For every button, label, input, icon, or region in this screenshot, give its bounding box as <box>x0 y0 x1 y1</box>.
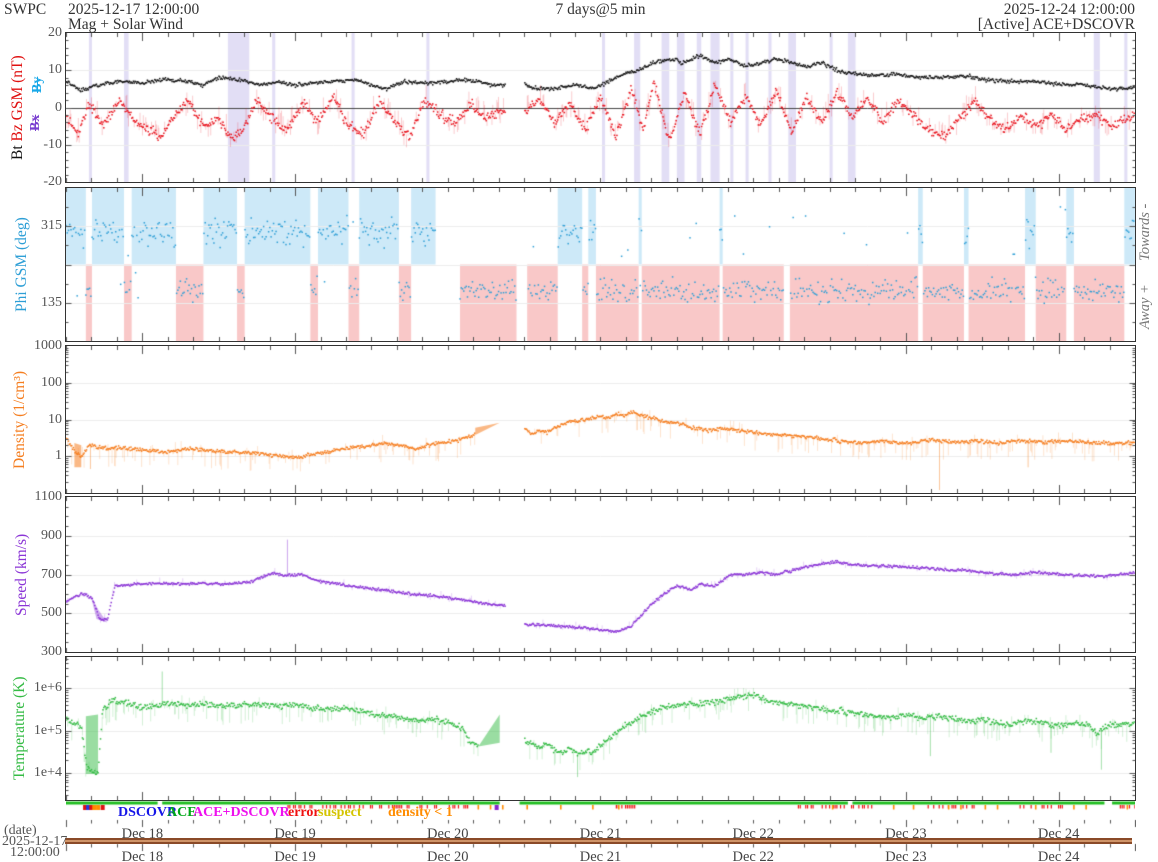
mag-field-panel <box>65 32 1136 183</box>
date-label-row1: Dec 23 <box>885 826 927 842</box>
date-label-row2: Dec 21 <box>579 849 622 862</box>
y-tick-label: 1 <box>55 448 62 464</box>
plot-title: Mag + Solar Wind <box>68 16 184 33</box>
mag-field-chart <box>66 33 1135 182</box>
y-tick-label: 900 <box>41 527 62 543</box>
cadence-label: 7 days@5 min <box>555 1 646 18</box>
temperature-panel <box>65 656 1136 801</box>
y-tick-label: 500 <box>41 605 62 621</box>
date-label-row1: Dec 21 <box>579 826 622 842</box>
y-tick-label: 1000 <box>34 338 62 353</box>
y-tick-label: 1e+5 <box>33 722 62 738</box>
date-label-row1: Dec 24 <box>1037 826 1080 842</box>
y-tick-label: 315 <box>41 218 62 234</box>
footer-start-time: 12:00:00 <box>10 845 60 860</box>
phi-axis-label: Phi GSM (deg) <box>13 217 30 312</box>
y-tick-label: 1100 <box>34 489 62 504</box>
density-chart <box>66 346 1135 493</box>
legend-item-error: error <box>288 805 320 820</box>
legend-item-density-1: density < 1 <box>388 805 453 820</box>
time-range-bar <box>65 838 1132 844</box>
speed-chart <box>66 497 1135 652</box>
date-label-row1: Dec 19 <box>274 826 316 842</box>
towards-sector-label: Towards - <box>1137 203 1153 261</box>
footer-start-date: 2025-12-17 <box>2 834 68 849</box>
start-datetime: 2025-12-17 12:00:00 <box>68 1 200 18</box>
y-tick-label: 100 <box>41 374 62 390</box>
y-tick-label: 1e+4 <box>33 764 62 780</box>
y-tick-label: 20 <box>48 25 62 40</box>
legend-item-dscovr: DSCOVR <box>118 805 178 820</box>
y-tick-label: 1e+6 <box>33 680 62 696</box>
y-tick-label: 135 <box>41 294 62 310</box>
phi-angle-chart <box>66 188 1135 341</box>
legend-item-suspect: suspect <box>318 805 362 820</box>
density-panel <box>65 345 1136 494</box>
y-tick-label: 0 <box>55 99 62 115</box>
y-tick-label: -20 <box>43 174 62 189</box>
date-label-row2: Dec 22 <box>732 849 774 862</box>
legend-item-ace: ACE <box>167 805 197 820</box>
y-tick-label: 700 <box>41 566 62 582</box>
date-label-row1: Dec 18 <box>121 826 164 842</box>
y-tick-label: 300 <box>41 644 62 659</box>
date-label-row1: Dec 22 <box>732 826 774 842</box>
product-logo: SWPC <box>4 1 47 18</box>
date-label-row2: Dec 24 <box>1037 849 1080 862</box>
phi-angle-panel <box>65 187 1136 342</box>
temperature-chart <box>66 657 1135 800</box>
data-source-status-bar <box>66 800 1135 818</box>
date-label-row2: Dec 18 <box>121 849 164 862</box>
y-tick-label: 10 <box>48 411 62 427</box>
end-datetime: 2025-12-24 12:00:00 <box>1003 1 1135 18</box>
date-label-row2: Dec 19 <box>274 849 316 862</box>
y-tick-label: -10 <box>43 136 62 152</box>
date-axis-caption: (date) <box>4 823 37 838</box>
date-label-row2: Dec 23 <box>885 849 927 862</box>
date-label-row2: Dec 20 <box>427 849 469 862</box>
date-label-row1: Dec 20 <box>427 826 469 842</box>
speed-panel <box>65 496 1136 653</box>
source-status: [Active] ACE+DSCOVR <box>977 16 1135 33</box>
legend-item-ace-dscovr: ACE+DSCOVR <box>193 805 290 820</box>
y-tick-label: 10 <box>48 62 62 78</box>
away-sector-label: Away + <box>1137 284 1153 330</box>
